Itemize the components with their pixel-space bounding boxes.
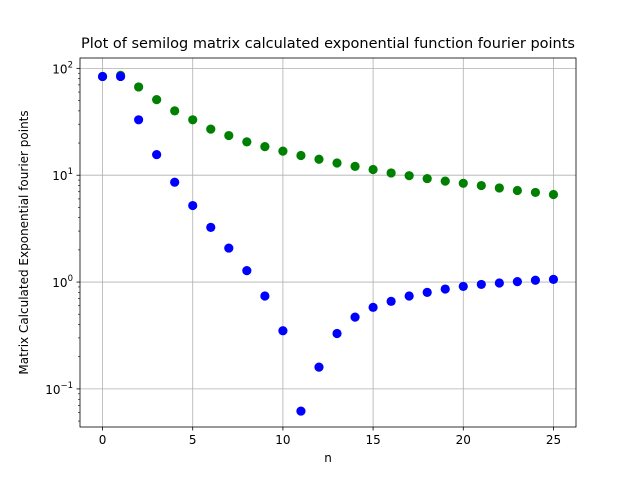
- data-point: [170, 177, 180, 187]
- data-point: [530, 275, 541, 285]
- data-point: [368, 302, 378, 312]
- x-tick-label: 15: [365, 433, 380, 447]
- data-point: [188, 115, 198, 125]
- data-point: [512, 185, 522, 196]
- data-point: [458, 281, 468, 292]
- y-tick-label: 102: [52, 60, 73, 76]
- data-point: [404, 171, 414, 181]
- data-point: [260, 291, 270, 301]
- data-point: [440, 176, 450, 186]
- data-point: [386, 168, 396, 178]
- data-point: [314, 154, 324, 164]
- data-point: [422, 287, 432, 298]
- data-point: [278, 146, 288, 156]
- x-tick-label: 10: [275, 433, 290, 447]
- data-point: [476, 279, 486, 290]
- data-point: [206, 222, 216, 232]
- data-point: [494, 278, 504, 288]
- data-point: [296, 406, 306, 416]
- data-point: [152, 95, 162, 105]
- data-point: [170, 106, 180, 116]
- data-point: [494, 183, 504, 193]
- data-point: [115, 71, 126, 82]
- x-tick-label: 25: [546, 433, 561, 447]
- data-point: [422, 173, 432, 184]
- data-point: [332, 328, 342, 339]
- x-tick-label: 5: [189, 433, 197, 447]
- data-point: [530, 187, 541, 198]
- y-axis-title: Matrix Calculated Exponential fourier po…: [17, 110, 31, 374]
- tick-layer: 0 5 10 15 20 25 10−1 100 101 102: [45, 60, 561, 447]
- chart-title: Plot of semilog matrix calculated expone…: [81, 36, 575, 52]
- y-tick-label: 10−1: [45, 381, 73, 397]
- x-tick-label: 20: [456, 433, 471, 447]
- plot-frame: [79, 57, 577, 428]
- series-layer: [97, 70, 559, 416]
- data-point: [134, 115, 144, 125]
- data-point: [224, 130, 234, 141]
- data-point: [296, 150, 306, 161]
- data-point: [548, 189, 559, 200]
- data-point: [278, 326, 288, 336]
- data-point: [476, 180, 486, 191]
- x-axis-title: n: [324, 451, 332, 465]
- data-point: [440, 284, 450, 294]
- data-point: [548, 274, 559, 284]
- data-point: [350, 161, 360, 171]
- y-tick-label: 101: [52, 167, 73, 183]
- data-point: [512, 276, 522, 287]
- y-tick-label: 100: [52, 274, 73, 290]
- data-point: [368, 164, 378, 175]
- grid-layer: [80, 58, 576, 427]
- data-point: [152, 149, 162, 160]
- data-point: [260, 142, 270, 152]
- data-point: [97, 71, 108, 82]
- data-point: [242, 265, 252, 276]
- x-tick-label: 0: [99, 433, 107, 447]
- data-point: [458, 178, 468, 188]
- data-point: [134, 82, 144, 92]
- data-point: [386, 296, 396, 306]
- data-point: [332, 158, 342, 168]
- data-point: [188, 200, 198, 211]
- data-point: [206, 124, 216, 134]
- data-point: [350, 312, 360, 322]
- data-point: [242, 137, 252, 147]
- data-point: [224, 243, 234, 253]
- data-point: [404, 291, 414, 301]
- data-point: [314, 362, 324, 372]
